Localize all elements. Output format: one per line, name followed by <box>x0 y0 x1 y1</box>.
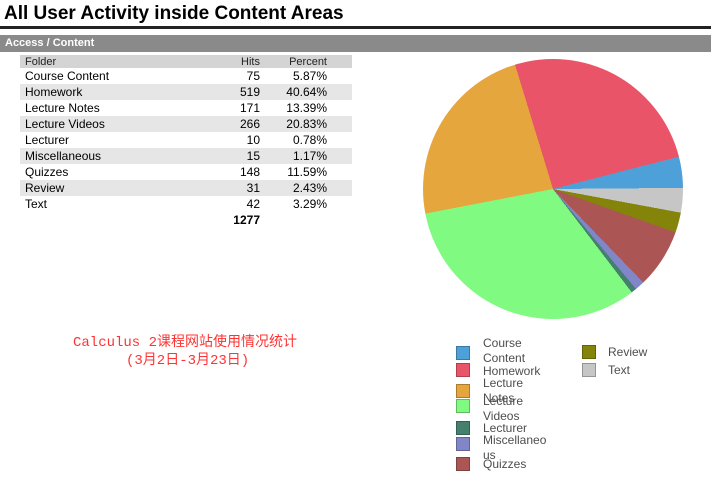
legend-swatch <box>456 384 470 398</box>
legend-label: Text <box>608 363 631 377</box>
hits-cell: 266 <box>230 116 262 132</box>
percent-cell: 5.87% <box>292 69 327 83</box>
folder-cell: Review <box>20 180 230 196</box>
legend-swatch <box>456 421 470 435</box>
percent-cell: 20.83% <box>262 116 329 132</box>
legend-swatch <box>456 457 470 471</box>
hits-cell: 42 <box>246 197 260 211</box>
percent-cell: 11.59% <box>287 165 327 179</box>
spacer-cell <box>329 148 352 164</box>
hits-cell: 148 <box>239 165 260 179</box>
folder-cell: Miscellaneous <box>20 148 230 164</box>
table-row: Text 42 3.29% <box>20 196 352 212</box>
folder-cell: Lecture Videos <box>20 116 230 132</box>
section-header-bar: Access / Content <box>0 35 711 52</box>
activity-table: Folder Hits Percent Course Content 75 5.87… <box>20 55 352 228</box>
legend-swatch <box>456 437 470 451</box>
section-header-label: Access / Content <box>5 37 95 49</box>
hits-cell: 15 <box>230 148 262 164</box>
legend-swatch <box>456 399 470 413</box>
legend-label: Lecture Notes <box>483 376 524 405</box>
folder-cell: Quizzes <box>25 165 69 179</box>
percent-cell: 2.43% <box>262 180 329 196</box>
percent-cell: 13.39% <box>286 101 327 115</box>
table-row: Review 31 2.43% <box>20 180 352 196</box>
table-row: Lecture Notes 171 13.39% <box>20 100 352 116</box>
spacer-cell <box>329 132 352 148</box>
table-header-row: Folder Hits Percent <box>20 55 352 68</box>
legend-label: Lecture Videos <box>483 394 524 423</box>
percent-cell: 0.78% <box>292 133 327 147</box>
legend-label: Course Content <box>483 336 526 365</box>
table-row: Lecturer 10 0.78% <box>20 132 352 148</box>
hits-cell: 171 <box>239 101 260 115</box>
legend-swatch <box>456 363 470 377</box>
page-title: All User Activity inside Content Areas <box>4 3 344 24</box>
legend-label: Miscellaneo us <box>483 433 547 462</box>
spacer-cell <box>329 164 352 180</box>
column-header-hits: Hits <box>230 55 262 68</box>
spacer-cell <box>329 196 352 212</box>
legend-swatch <box>582 363 596 377</box>
annotation-line-2: (3月2日-3月23日) <box>126 353 250 369</box>
legend-swatch <box>582 345 596 359</box>
column-header-spacer <box>329 55 352 68</box>
hits-cell: 31 <box>230 180 262 196</box>
folder-cell: Course Content <box>25 69 110 83</box>
legend-swatch <box>456 346 470 360</box>
column-header-percent: Percent <box>262 55 329 68</box>
title-underline <box>0 26 711 29</box>
total-empty-cell <box>262 212 329 228</box>
percent-cell: 1.17% <box>262 148 329 164</box>
folder-cell: Text <box>25 197 48 211</box>
hits-cell: 75 <box>246 69 260 83</box>
total-empty-cell <box>329 212 352 228</box>
column-header-folder: Folder <box>20 55 230 68</box>
legend-label: Homework <box>483 364 541 378</box>
table-total-row: 1277 <box>20 212 352 228</box>
spacer-cell <box>329 100 352 116</box>
table-row: Miscellaneous 15 1.17% <box>20 148 352 164</box>
legend-label: Review <box>608 345 648 359</box>
total-empty-cell <box>20 212 230 228</box>
folder-cell: Lecturer <box>25 133 70 147</box>
pie-chart <box>423 59 683 319</box>
spacer-cell <box>329 116 352 132</box>
legend-label: Quizzes <box>483 457 527 471</box>
spacer-cell <box>329 68 352 84</box>
hits-cell: 10 <box>246 133 260 147</box>
spacer-cell <box>329 180 352 196</box>
spacer-cell <box>329 84 352 100</box>
folder-cell: Lecture Notes <box>25 101 100 115</box>
total-hits-cell: 1277 <box>230 212 262 228</box>
percent-cell: 40.64% <box>262 84 329 100</box>
table-body: Course Content 75 5.87% Homework 519 40.64% Le… <box>20 68 352 212</box>
table-row: Lecture Videos 266 20.83% <box>20 116 352 132</box>
folder-cell: Homework <box>20 84 230 100</box>
table-row: Homework 519 40.64% <box>20 84 352 100</box>
table-row: Quizzes 148 11.59% <box>20 164 352 180</box>
percent-cell: 3.29% <box>292 197 327 211</box>
hits-cell: 519 <box>230 84 262 100</box>
table-row: Course Content 75 5.87% <box>20 68 352 84</box>
annotation-line-1: Calculus 2课程网站使用情况统计 <box>73 335 298 351</box>
legend-label: Lecturer <box>483 421 528 435</box>
